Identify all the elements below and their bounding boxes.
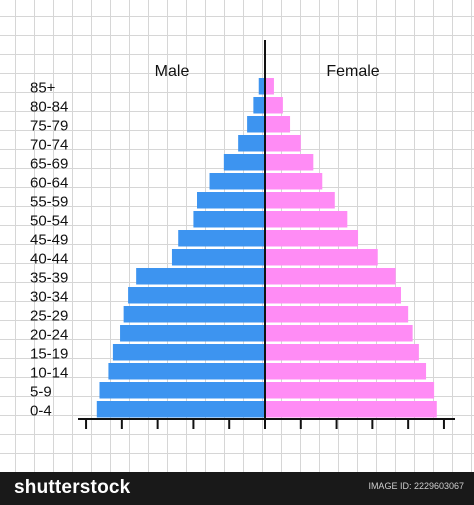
image-id-label: IMAGE ID: 2229603067 <box>368 481 464 491</box>
bar-female-40-44 <box>265 249 378 266</box>
bar-male-20-24 <box>120 325 265 342</box>
series-label-female: Female <box>326 63 379 80</box>
bar-female-30-34 <box>265 287 401 304</box>
bar-male-35-39 <box>136 268 265 285</box>
footer-bar: shutterstock IMAGE ID: 2229603067 <box>0 472 474 505</box>
bar-male-0-4 <box>96 401 265 418</box>
chart-area: 85+ 80-84 75-79 70-74 65-69 60-64 55-59 50-54 45… <box>0 0 474 472</box>
bar-female-80-84 <box>265 97 283 114</box>
age-label: 40-44 <box>30 251 68 268</box>
bar-male-10-14 <box>108 363 265 380</box>
age-label: 75-79 <box>30 118 68 135</box>
bar-male-40-44 <box>171 249 265 266</box>
bar-male-50-54 <box>193 211 265 228</box>
bar-female-55-59 <box>265 192 335 209</box>
bar-female-70-74 <box>265 135 301 152</box>
bar-female-85+ <box>265 78 274 95</box>
age-label: 15-19 <box>30 346 68 363</box>
age-label: 25-29 <box>30 308 68 325</box>
bar-female-25-29 <box>265 306 409 323</box>
age-label: 60-64 <box>30 175 68 192</box>
population-pyramid-chart: 85+ 80-84 75-79 70-74 65-69 60-64 55-59 50-54 45… <box>30 40 455 429</box>
bar-female-15-19 <box>265 344 419 361</box>
age-label: 85+ <box>30 80 56 97</box>
bar-female-75-79 <box>265 116 291 133</box>
age-label: 70-74 <box>30 137 68 154</box>
bar-male-30-34 <box>128 287 265 304</box>
bar-male-75-79 <box>247 116 265 133</box>
bar-male-45-49 <box>178 230 265 247</box>
brand-logo: shutterstock <box>14 477 131 498</box>
bar-male-80-84 <box>253 97 265 114</box>
bar-male-60-64 <box>209 173 265 190</box>
age-label: 20-24 <box>30 327 68 344</box>
series-label-male: Male <box>155 63 190 80</box>
bar-male-55-59 <box>197 192 265 209</box>
bar-male-70-74 <box>238 135 265 152</box>
bar-female-10-14 <box>265 363 427 380</box>
bar-male-15-19 <box>112 344 265 361</box>
age-label: 55-59 <box>30 194 68 211</box>
age-label: 0-4 <box>30 403 52 420</box>
bar-male-5-9 <box>99 382 265 399</box>
bar-male-25-29 <box>123 306 265 323</box>
bar-female-60-64 <box>265 173 323 190</box>
bar-female-5-9 <box>265 382 435 399</box>
bar-female-45-49 <box>265 230 359 247</box>
age-label: 30-34 <box>30 289 68 306</box>
age-label: 10-14 <box>30 365 68 382</box>
age-label: 80-84 <box>30 99 68 116</box>
bar-female-0-4 <box>265 401 437 418</box>
bar-female-65-69 <box>265 154 314 171</box>
bar-male-65-69 <box>223 154 265 171</box>
age-label: 65-69 <box>30 156 68 173</box>
age-label: 5-9 <box>30 384 52 401</box>
age-label: 45-49 <box>30 232 68 249</box>
bar-female-20-24 <box>265 325 413 342</box>
bar-female-35-39 <box>265 268 396 285</box>
bar-female-50-54 <box>265 211 348 228</box>
bar-male-85+ <box>258 78 265 95</box>
age-label: 50-54 <box>30 213 68 230</box>
age-label: 35-39 <box>30 270 68 287</box>
